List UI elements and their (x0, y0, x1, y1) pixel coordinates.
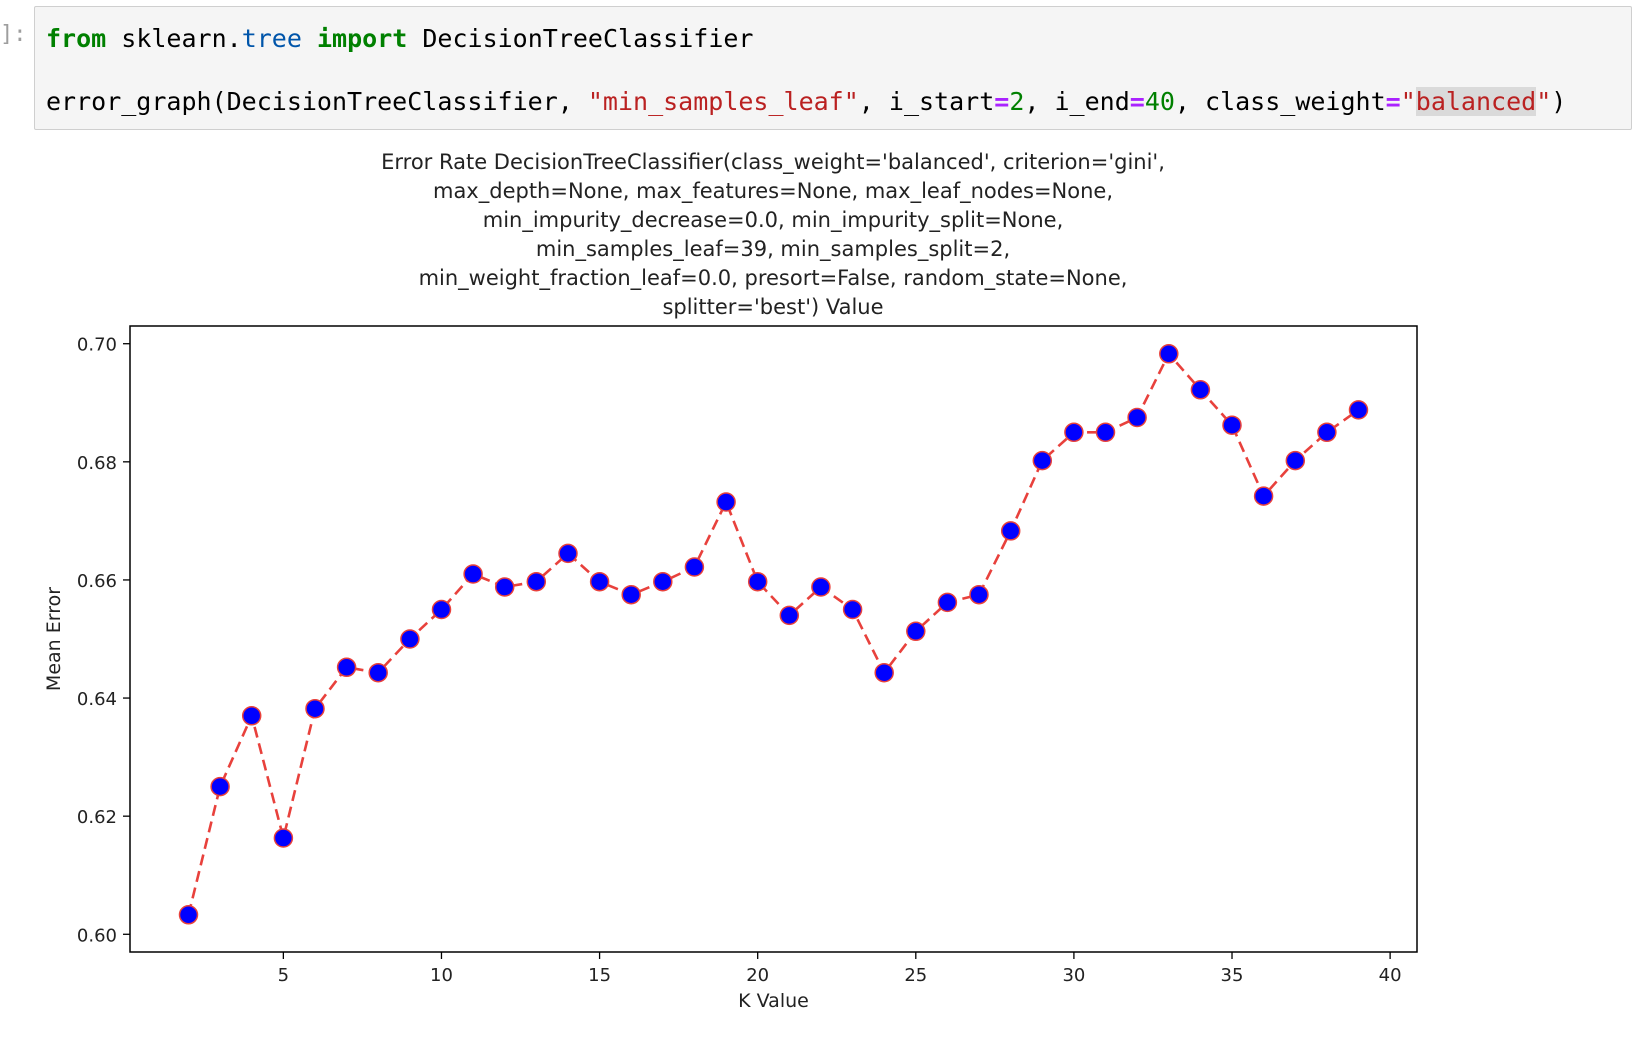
cell-prompt: ]: (0, 22, 27, 47)
data-point (1000, 521, 1021, 541)
data-point (431, 599, 452, 620)
data-point (1127, 407, 1147, 428)
data-point (969, 584, 989, 605)
data-point (779, 605, 800, 626)
data-point (874, 662, 894, 683)
data-point (589, 571, 610, 592)
keyword-from: from (46, 24, 107, 53)
data-point (305, 698, 325, 719)
y-tick-label: 0.68 (77, 453, 117, 474)
data-point (463, 564, 483, 584)
data-point (241, 706, 262, 726)
data-point (1159, 344, 1179, 364)
series-line (187, 351, 1360, 916)
chart-title-line: max_depth=None, max_features=None, max_l… (433, 179, 1113, 204)
x-axis-label: K Value (738, 990, 809, 1012)
data-point (1095, 422, 1116, 443)
error-rate-chart: Error Rate DecisionTreeClassifier(class_… (43, 150, 1418, 1012)
data-point (906, 621, 926, 642)
data-point (526, 571, 547, 592)
data-point (336, 657, 357, 678)
string-quote: " (1400, 87, 1416, 116)
code-line-2: error_graph(DecisionTreeClassifier, "min… (46, 87, 1566, 117)
data-point (368, 662, 388, 683)
imported-name: DecisionTreeClassifier (422, 24, 754, 53)
data-point (210, 776, 230, 797)
x-tick-label: 5 (278, 965, 289, 986)
function-call: error_graph(DecisionTreeClassifier, (46, 87, 588, 116)
data-point (684, 557, 705, 577)
data-point (1222, 415, 1242, 435)
data-point (811, 577, 831, 597)
data-point (178, 905, 199, 925)
data-point (842, 599, 863, 620)
code-line-1: from sklearn.tree import DecisionTreeCla… (46, 24, 754, 54)
y-tick-label: 0.60 (77, 925, 117, 946)
plot-area (129, 325, 1418, 953)
arg-separator: , i_start (858, 87, 995, 116)
selected-text: balanced (1415, 87, 1537, 116)
param-string: "min_samples_leaf" (587, 87, 859, 116)
error-series (178, 344, 1369, 925)
data-point (747, 571, 768, 592)
data-point (1253, 486, 1274, 506)
chart-title: Error Rate DecisionTreeClassifier(class_… (381, 150, 1165, 319)
x-tick-label: 25 (904, 965, 927, 986)
string-quote: " (1536, 87, 1552, 116)
end-value: 40 (1144, 87, 1175, 116)
chart-title-line: min_impurity_decrease=0.0, min_impurity_… (483, 208, 1064, 233)
x-tick-label: 30 (1062, 965, 1085, 986)
equals-operator: = (1385, 87, 1401, 116)
x-tick-label: 10 (430, 965, 453, 986)
y-tick-label: 0.62 (77, 807, 117, 828)
cell-output: Error Rate DecisionTreeClassifier(class_… (0, 140, 1632, 1052)
y-axis-label: Mean Error (43, 587, 65, 691)
equals-operator: = (1129, 87, 1145, 116)
data-point (273, 828, 294, 848)
keyword-import: import (316, 24, 408, 53)
close-paren: ) (1551, 87, 1567, 116)
data-point (653, 571, 673, 592)
y-tick-label: 0.66 (77, 571, 117, 592)
x-tick-label: 35 (1221, 965, 1244, 986)
data-point (494, 577, 515, 597)
chart-title-line: splitter='best') Value (662, 295, 883, 319)
y-tick-label: 0.64 (77, 689, 117, 710)
data-point (1317, 422, 1337, 443)
data-point (400, 629, 420, 649)
data-point (1285, 450, 1306, 471)
x-tick-label: 40 (1379, 965, 1402, 986)
data-point (558, 543, 578, 564)
chart-title-line: min_samples_leaf=39, min_samples_split=2… (536, 237, 1010, 262)
data-point (1032, 450, 1053, 471)
arg-separator: , i_end (1024, 87, 1130, 116)
data-point (1190, 380, 1211, 400)
x-tick-label: 20 (746, 965, 769, 986)
x-tick-label: 15 (588, 965, 611, 986)
data-point (621, 584, 641, 605)
code-editor[interactable]: from sklearn.tree import DecisionTreeCla… (34, 6, 1632, 130)
start-value: 2 (1009, 87, 1025, 116)
arg-separator: , class_weight (1174, 87, 1386, 116)
x-axis-ticks: 5 10 15 20 25 30 35 40 (278, 952, 1402, 986)
chart-title-line: Error Rate DecisionTreeClassifier(class_… (381, 150, 1165, 175)
equals-operator: = (994, 87, 1010, 116)
data-point (1064, 422, 1084, 443)
y-tick-label: 0.70 (77, 335, 117, 356)
module-submodule: tree (241, 24, 302, 53)
module-package: sklearn. (121, 24, 242, 53)
data-point (1348, 400, 1369, 420)
data-point (937, 592, 958, 613)
chart-title-line: min_weight_fraction_leaf=0.0, presort=Fa… (419, 266, 1128, 291)
data-point (716, 492, 736, 512)
y-axis-ticks: 0.60 0.62 0.64 0.66 0.68 0.70 (77, 335, 130, 946)
